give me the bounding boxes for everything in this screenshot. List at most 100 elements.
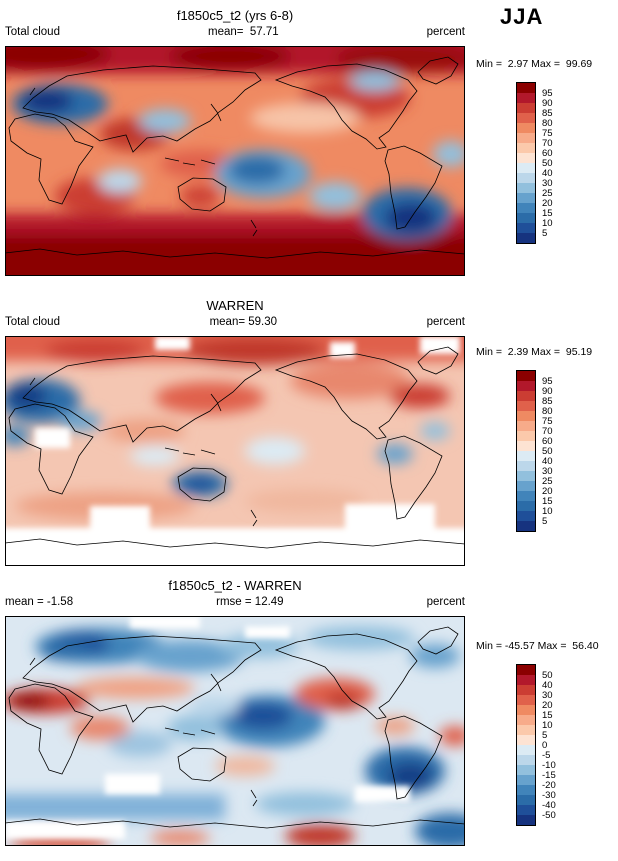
colorbar-band xyxy=(517,93,535,103)
mean-label: mean = -1.58 xyxy=(5,596,74,608)
units-label: percent xyxy=(426,26,465,38)
stats-row: mean = -1.58 rmse = 12.49 percent xyxy=(5,596,465,616)
colorbar-tick-label: 10 xyxy=(542,720,553,731)
colorbar-bar xyxy=(516,664,536,826)
colorbar-band xyxy=(517,153,535,163)
map-frame xyxy=(5,46,465,276)
map-total-cloud-obs xyxy=(5,336,465,566)
panel-difference: f1850c5_t2 - WARREN mean = -1.58 rmse = … xyxy=(0,570,618,861)
colorbar-tick-label: -5 xyxy=(542,750,551,761)
season-label: JJA xyxy=(500,4,544,29)
colorbar-band xyxy=(517,685,535,695)
colorbar-tick-label: 5 xyxy=(542,516,548,527)
missing-data-layer xyxy=(5,616,410,839)
colorbar-tick-label: 15 xyxy=(542,496,553,507)
colorbar-band xyxy=(517,401,535,411)
colorbar-band xyxy=(517,113,535,123)
colorbar-tick-label: -50 xyxy=(542,810,556,821)
colorbar-tick-label: -10 xyxy=(542,760,556,771)
colorbar-tick-label: 10 xyxy=(542,506,553,517)
panel-obs: WARREN Total cloud mean= 59.30 percent xyxy=(0,290,618,570)
colorbar-band xyxy=(517,421,535,431)
colorbar-tick-label: 40 xyxy=(542,680,553,691)
colorbar-band xyxy=(517,441,535,451)
colorbar-difference: 50 40 30 20 15 10 5 0 -5 -10 -15 -20 -30 -40 -50 xyxy=(516,664,616,826)
minmax-label: Min = 2.97 Max = 99.69 xyxy=(476,58,593,70)
panel-obs-plot-area: WARREN Total cloud mean= 59.30 percent xyxy=(0,290,470,570)
colorbar-tick-label: 25 xyxy=(542,188,553,199)
colorbar-tick-label: 0 xyxy=(542,740,548,751)
colorbar-tick-label: 80 xyxy=(542,118,553,129)
units-label: percent xyxy=(426,316,465,328)
colorbar-tick-label: -20 xyxy=(542,780,556,791)
panel-difference-legend-area: Min = -45.57 Max = 56.40 50 40 30 20 15 10 5 0-… xyxy=(470,570,618,861)
colorbar-tick-label: 50 xyxy=(542,670,553,681)
colorbar-band xyxy=(517,511,535,521)
colorbar-band xyxy=(517,451,535,461)
colorbar-band xyxy=(517,371,535,381)
colorbar-band xyxy=(517,103,535,113)
colorbar-band xyxy=(517,665,535,675)
colorbar-tick-label: 60 xyxy=(542,148,553,159)
colorbar-band xyxy=(517,805,535,815)
colorbar-band xyxy=(517,163,535,173)
colorbar-band xyxy=(517,203,535,213)
colorbar-tick-label: 95 xyxy=(542,376,553,387)
stats-row: Total cloud mean= 57.71 percent xyxy=(5,26,465,46)
mean-label: mean= 59.30 xyxy=(209,316,278,328)
colorbar-tick-label: 5 xyxy=(542,228,548,239)
panel-model-plot-area: f1850c5_t2 (yrs 6-8) Total cloud mean= 5… xyxy=(0,0,470,290)
colorbar-tick-label: 85 xyxy=(542,396,553,407)
colorbar-band xyxy=(517,775,535,785)
colorbar-tick-label: 15 xyxy=(542,710,553,721)
colorbar-band xyxy=(517,521,535,531)
colorbar-tick-label: 30 xyxy=(542,178,553,189)
colorbar-tick-label: -40 xyxy=(542,800,556,811)
colorbar-band xyxy=(517,213,535,223)
colorbar-tick-label: 10 xyxy=(542,218,553,229)
colorbar-tick-label: 40 xyxy=(542,456,553,467)
colorbar-band xyxy=(517,785,535,795)
panel-title: f1850c5_t2 - WARREN xyxy=(168,578,302,593)
colorbar-tick-label: -15 xyxy=(542,770,556,781)
map-frame xyxy=(5,336,465,566)
mean-label: mean= 57.71 xyxy=(207,26,279,38)
colorbar-bar xyxy=(516,370,536,532)
colorbar-band xyxy=(517,745,535,755)
colorbar-band xyxy=(517,173,535,183)
colorbar-band xyxy=(517,123,535,133)
colorbar-tick-label: 70 xyxy=(542,138,553,149)
panel-title: WARREN xyxy=(206,298,264,313)
colorbar-tick-label: 15 xyxy=(542,208,553,219)
stats-row: Total cloud mean= 59.30 percent xyxy=(5,316,465,336)
colorbar-band xyxy=(517,183,535,193)
colorbar-band xyxy=(517,675,535,685)
color-field xyxy=(5,626,465,846)
colorbar-band xyxy=(517,765,535,775)
colorbar-tick-label: 20 xyxy=(542,486,553,497)
colorbar-tick-label: 85 xyxy=(542,108,553,119)
colorbar-tick-label: 30 xyxy=(542,690,553,701)
colorbar-band xyxy=(517,725,535,735)
map-total-cloud-model xyxy=(5,46,465,276)
colorbar-tick-label: 5 xyxy=(542,730,548,741)
panel-model: f1850c5_t2 (yrs 6-8) Total cloud mean= 5… xyxy=(0,0,618,290)
colorbar-band xyxy=(517,391,535,401)
variable-label: Total cloud xyxy=(5,316,60,328)
map-frame xyxy=(5,616,465,846)
colorbar-band xyxy=(517,471,535,481)
colorbar-band xyxy=(517,83,535,93)
panel-difference-plot-area: f1850c5_t2 - WARREN mean = -1.58 rmse = … xyxy=(0,570,470,861)
colorbar-band xyxy=(517,795,535,805)
colorbar-band xyxy=(517,411,535,421)
colorbar-band xyxy=(517,193,535,203)
panel-model-legend-area: JJA Min = 2.97 Max = 99.69 95 90 85 80 75 70 6… xyxy=(470,0,618,290)
colorbar-model: 95 90 85 80 75 70 60 50 40 30 25 20 15 10 5 xyxy=(516,82,616,244)
rmse-label: rmse = 12.49 xyxy=(216,596,284,608)
colorbar-band xyxy=(517,133,535,143)
minmax-label: Min = -45.57 Max = 56.40 xyxy=(476,640,599,652)
colorbar-band xyxy=(517,705,535,715)
colorbar-band xyxy=(517,143,535,153)
colorbar-band xyxy=(517,381,535,391)
colorbar-tick-label: 90 xyxy=(542,98,553,109)
